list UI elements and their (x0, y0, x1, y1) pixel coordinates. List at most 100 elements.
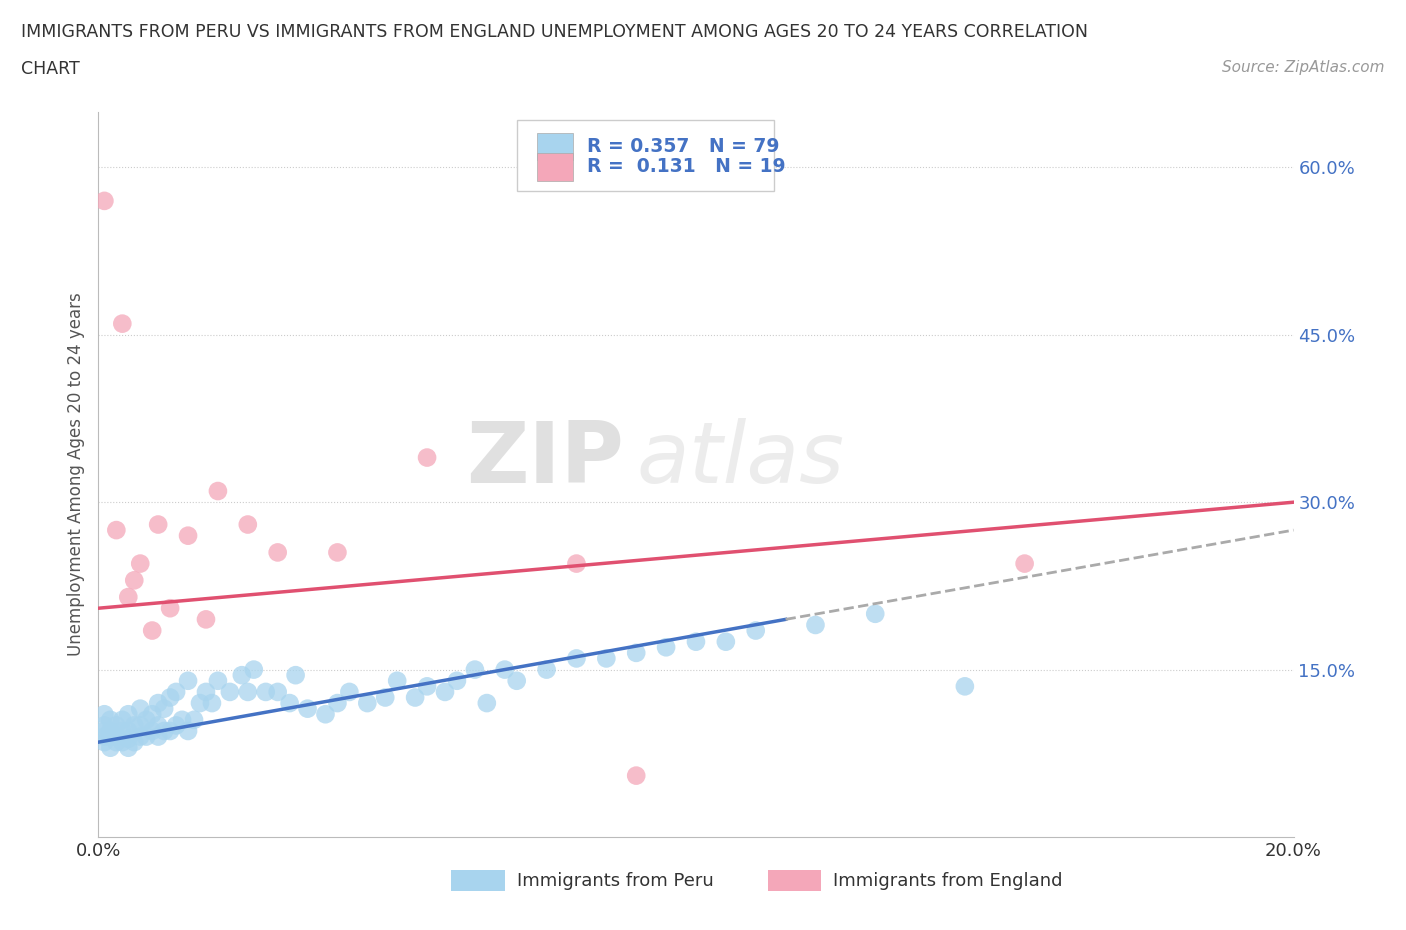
Point (326, 545, 349, 560)
FancyBboxPatch shape (517, 120, 773, 192)
Point (117, 724, 139, 738)
FancyBboxPatch shape (537, 153, 572, 180)
Point (105, 729, 128, 744)
Text: Source: ZipAtlas.com: Source: ZipAtlas.com (1222, 60, 1385, 75)
Point (177, 528, 200, 543)
Point (434, 684, 457, 699)
Point (416, 450, 439, 465)
Point (219, 684, 242, 699)
Point (278, 696, 301, 711)
Point (105, 735, 128, 750)
Point (148, 517, 170, 532)
Point (177, 724, 200, 738)
Point (129, 701, 152, 716)
Point (195, 684, 218, 699)
Point (105, 718, 128, 733)
Y-axis label: Unemployment Among Ages 20 to 24 years: Unemployment Among Ages 20 to 24 years (66, 292, 84, 657)
Point (236, 684, 259, 699)
Point (93, 707, 115, 722)
Point (93, 735, 115, 750)
Point (141, 707, 163, 722)
Point (655, 640, 678, 655)
Point (111, 316, 134, 331)
Point (124, 735, 146, 750)
Point (159, 724, 181, 738)
Point (148, 729, 170, 744)
Point (98, 724, 122, 738)
Point (117, 740, 139, 755)
Point (148, 696, 170, 711)
Point (339, 684, 361, 699)
Point (153, 701, 176, 716)
FancyBboxPatch shape (768, 870, 821, 891)
Point (374, 690, 396, 705)
Point (195, 612, 218, 627)
Point (685, 634, 707, 649)
Point (236, 517, 259, 532)
Point (385, 673, 409, 688)
Point (595, 651, 617, 666)
Point (141, 623, 163, 638)
Text: R =  0.131   N = 19: R = 0.131 N = 19 (588, 157, 786, 176)
Point (117, 731, 139, 746)
Point (129, 729, 152, 744)
Point (536, 662, 558, 677)
Point (111, 735, 134, 750)
Point (188, 696, 211, 711)
Point (243, 662, 266, 677)
Point (565, 651, 588, 666)
Point (416, 679, 439, 694)
Point (153, 724, 176, 738)
Text: atlas: atlas (637, 418, 844, 501)
Point (111, 724, 134, 738)
Point (141, 724, 163, 738)
Point (148, 718, 170, 733)
Point (117, 590, 139, 604)
Point (326, 696, 349, 711)
Point (93, 718, 115, 733)
FancyBboxPatch shape (451, 870, 505, 891)
Point (93, 729, 115, 744)
Point (124, 718, 146, 733)
Point (129, 718, 152, 733)
Point (93, 724, 115, 738)
Point (804, 618, 827, 632)
Point (135, 729, 157, 744)
Point (135, 712, 157, 727)
Point (404, 690, 426, 705)
Text: R = 0.357   N = 79: R = 0.357 N = 79 (588, 137, 780, 156)
Point (105, 523, 128, 538)
Text: Immigrants from England: Immigrants from England (834, 871, 1063, 889)
Point (745, 623, 768, 638)
Point (953, 679, 976, 694)
FancyBboxPatch shape (537, 133, 572, 160)
Point (124, 573, 146, 588)
Point (172, 712, 194, 727)
Point (159, 690, 181, 705)
Point (1014, 556, 1036, 571)
Point (506, 673, 529, 688)
Point (356, 696, 378, 711)
Point (207, 673, 229, 688)
Point (267, 545, 290, 560)
Point (117, 707, 139, 722)
Point (111, 712, 134, 727)
Point (129, 556, 152, 571)
Point (475, 696, 498, 711)
Point (297, 701, 319, 716)
Point (165, 684, 187, 699)
Point (714, 634, 737, 649)
Point (98, 712, 122, 727)
Point (626, 768, 648, 783)
Point (626, 645, 648, 660)
Point (315, 707, 337, 722)
Point (267, 684, 290, 699)
Point (98, 729, 122, 744)
Text: IMMIGRANTS FROM PERU VS IMMIGRANTS FROM ENGLAND UNEMPLOYMENT AMONG AGES 20 TO 24: IMMIGRANTS FROM PERU VS IMMIGRANTS FROM … (21, 23, 1088, 41)
Point (201, 696, 224, 711)
Point (865, 606, 887, 621)
Point (254, 684, 277, 699)
Point (159, 601, 181, 616)
Point (98, 740, 122, 755)
Point (231, 668, 253, 683)
